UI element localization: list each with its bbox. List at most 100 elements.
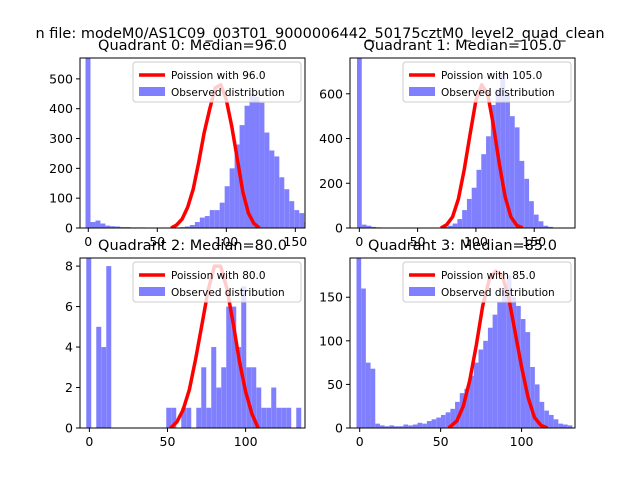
histogram-bar (259, 102, 265, 228)
histogram-bar (284, 189, 290, 228)
histogram-bar (196, 407, 202, 428)
x-tick-label: 100 (510, 434, 534, 449)
histogram-bar (384, 426, 390, 428)
histogram-bar (311, 408, 316, 428)
histogram-bar (236, 347, 242, 428)
histogram-bar (219, 202, 225, 228)
histogram-bar (289, 201, 295, 228)
histogram-bar (516, 305, 521, 428)
histogram-bar (361, 224, 367, 228)
histogram-bar (563, 424, 568, 428)
histogram-bar (375, 423, 380, 428)
histogram-bar (471, 187, 477, 228)
legend-bar-label: Observed distribution (171, 287, 285, 299)
plot-area (356, 258, 573, 428)
histogram-bar (539, 401, 545, 428)
histogram-bar (408, 425, 413, 428)
chart-quadrant-2: 0 50 100 0 2 4 6 8 Quadrant 2: Median=80.0 Poissi… (65, 238, 316, 449)
histogram-bar (497, 301, 502, 428)
histogram-bar (251, 367, 257, 428)
histogram-bar (487, 327, 493, 428)
y-tick-label: 6 (65, 299, 73, 314)
legend-curve-label: Poission with 85.0 (441, 270, 536, 282)
legend-bar-swatch (139, 287, 165, 296)
y-tick-label: 0 (335, 421, 343, 436)
histogram-bar (264, 132, 270, 228)
histogram-bar (426, 421, 432, 428)
histogram-bar (469, 375, 474, 428)
histogram-bar (476, 169, 482, 228)
histogram-bar (201, 367, 207, 428)
histogram-bar (309, 225, 314, 228)
histogram-bar (276, 407, 282, 428)
legend-curve-label: Poission with 96.0 (171, 70, 266, 82)
histogram-bar (486, 136, 491, 228)
histogram-bar (473, 362, 479, 428)
histogram-bar (231, 306, 237, 428)
histogram-bar (226, 306, 232, 428)
histogram-bar (194, 222, 200, 228)
plot-area (356, 58, 568, 228)
histogram-bar (509, 116, 515, 228)
histogram-bar (398, 426, 404, 428)
histogram-bar (234, 144, 240, 228)
y-tick-label: 100 (49, 191, 73, 206)
chart-title: Quadrant 1: Median=105.0 (363, 38, 561, 54)
x-tick-label: 100 (214, 234, 238, 249)
histogram-bar (279, 177, 285, 228)
x-tick-label: 50 (149, 234, 165, 249)
histogram-bar (534, 384, 540, 428)
histogram-bar (356, 258, 362, 428)
histogram-bar (254, 96, 260, 228)
histogram-bar (524, 178, 530, 228)
axes-frame (79, 257, 306, 429)
histogram-bar (244, 105, 250, 228)
histogram-bar (181, 407, 187, 428)
histogram-bar (299, 213, 305, 228)
plot-area (86, 258, 316, 428)
histogram-bar (209, 210, 215, 228)
y-tick-label: 8 (65, 259, 73, 274)
histogram-bar (171, 407, 177, 428)
histogram-bar (506, 275, 512, 428)
x-tick-label: 150 (283, 234, 307, 249)
legend-bar-label: Observed distribution (441, 87, 555, 99)
histogram-bar (296, 407, 302, 428)
legend-curve-label: Poission with 105.0 (441, 70, 542, 82)
histogram-bar (529, 201, 534, 228)
chart-title: Quadrant 3: Median=85.0 (368, 238, 557, 254)
legend-box (402, 261, 572, 303)
histogram-bar (90, 222, 96, 228)
y-tick-label: 400 (49, 101, 73, 116)
y-tick-label: 150 (319, 290, 343, 305)
y-tick-label: 100 (319, 333, 343, 348)
y-tick-label: 300 (49, 131, 73, 146)
y-tick-label: 2 (65, 380, 73, 395)
y-tick-label: 4 (65, 340, 73, 355)
histogram-bar (281, 407, 287, 428)
histogram-bar (365, 362, 371, 428)
legend-box (402, 61, 572, 103)
histogram-bar (447, 225, 453, 228)
histogram-bar (224, 186, 230, 228)
histogram-bar (266, 407, 272, 428)
x-tick-label: 0 (356, 434, 364, 449)
histogram-bar (490, 104, 496, 228)
histogram-bar (370, 368, 376, 428)
histogram-bar (466, 198, 472, 228)
histogram-bar (464, 388, 470, 428)
histogram-bar (306, 408, 311, 428)
legend-box (132, 261, 302, 303)
histogram-bar (543, 225, 549, 228)
x-tick-label: 0 (84, 234, 92, 249)
x-tick-label: 0 (85, 434, 93, 449)
histogram-bar (216, 387, 222, 428)
histogram-bar (457, 219, 463, 228)
histogram-bar (452, 223, 458, 228)
histogram-bar (544, 410, 549, 428)
histogram-bar (85, 58, 91, 228)
histogram-bar (462, 210, 467, 228)
chart-title: Quadrant 2: Median=80.0 (98, 238, 287, 254)
histogram-bar (436, 417, 441, 428)
